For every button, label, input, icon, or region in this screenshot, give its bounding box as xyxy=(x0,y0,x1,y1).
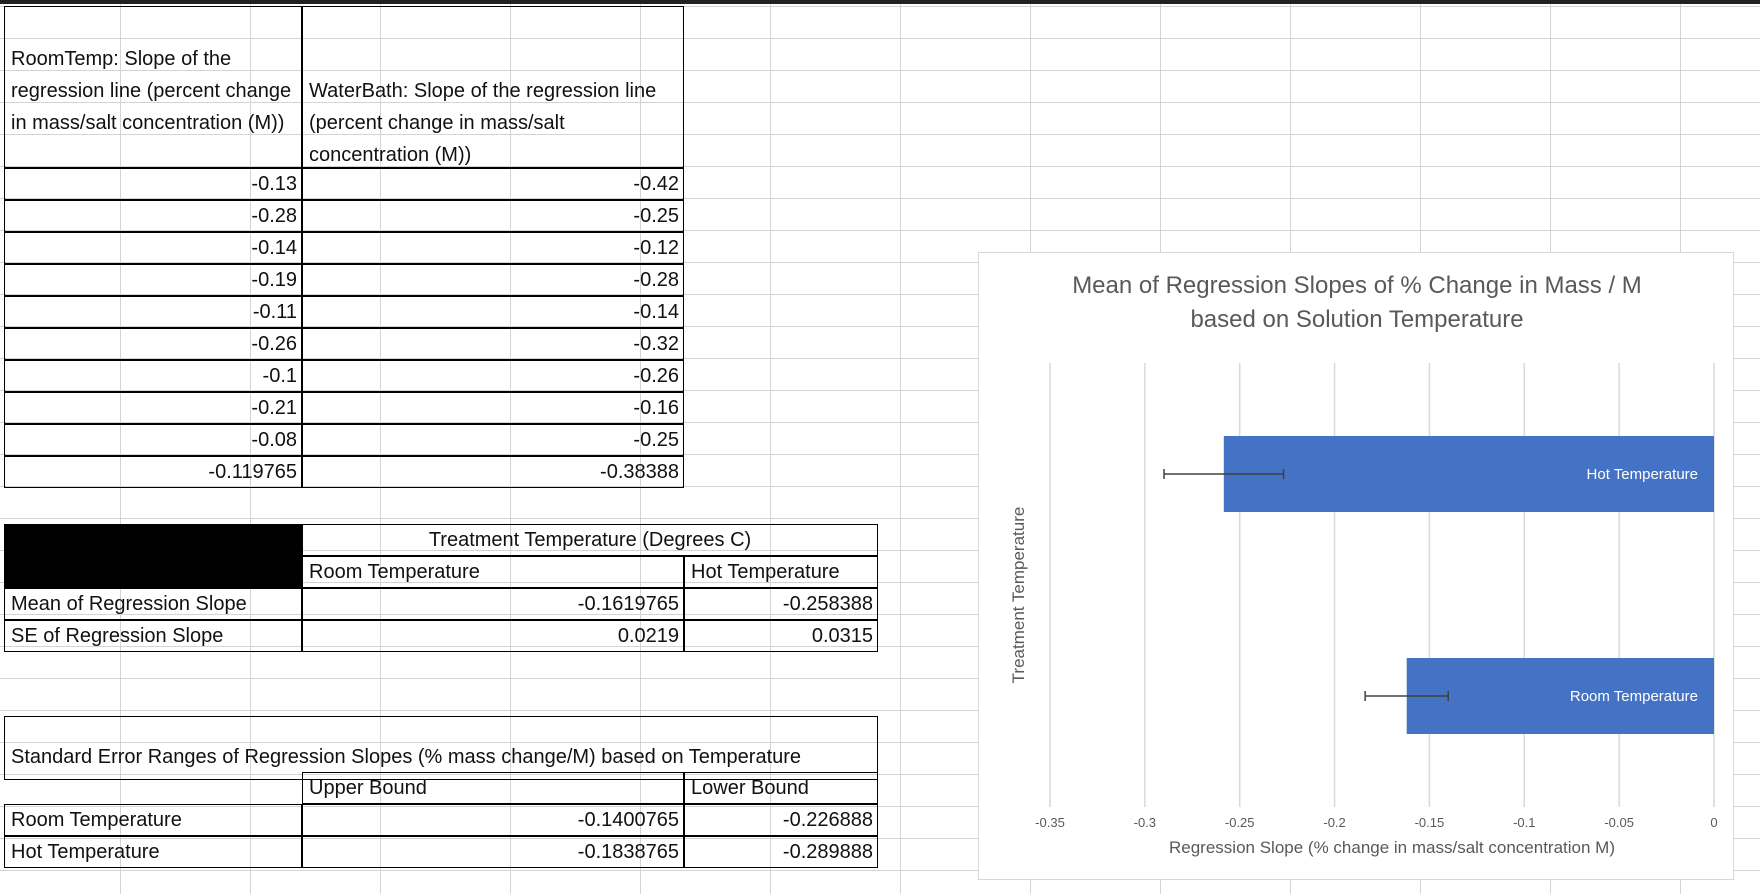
waterbath-value-cell[interactable]: -0.16 xyxy=(302,392,684,424)
mean-row-label[interactable]: Mean of Regression Slope xyxy=(4,588,302,620)
lower-bound-header[interactable]: Lower Bound xyxy=(684,772,878,804)
waterbath-value-cell[interactable]: -0.42 xyxy=(302,168,684,200)
roomtemp-value-cell[interactable]: -0.11 xyxy=(4,296,302,328)
se-range-title[interactable]: Standard Error Ranges of Regression Slop… xyxy=(4,716,878,780)
waterbath-value-cell[interactable]: -0.32 xyxy=(302,328,684,360)
bar-data-label: Room Temperature xyxy=(1570,688,1698,705)
waterbath-value-cell[interactable]: -0.26 xyxy=(302,360,684,392)
hot-lower-value[interactable]: -0.289888 xyxy=(684,836,878,868)
treatment-temperature-header[interactable]: Treatment Temperature (Degrees C) xyxy=(302,524,878,556)
waterbath-value-cell[interactable]: -0.25 xyxy=(302,424,684,456)
room-temperature-column-header[interactable]: Room Temperature xyxy=(302,556,684,588)
hot-temperature-row-label[interactable]: Hot Temperature xyxy=(4,836,302,868)
x-tick-label: 0 xyxy=(1710,815,1717,830)
roomtemp-value-cell[interactable]: -0.1 xyxy=(4,360,302,392)
waterbath-value-cell[interactable]: -0.28 xyxy=(302,264,684,296)
mean-hot-value[interactable]: -0.258388 xyxy=(684,588,878,620)
roomtemp-value-cell[interactable]: -0.19 xyxy=(4,264,302,296)
hot-upper-value[interactable]: -0.1838765 xyxy=(302,836,684,868)
x-tick-label: -0.25 xyxy=(1225,815,1255,830)
x-tick-label: -0.3 xyxy=(1134,815,1156,830)
waterbath-value-cell[interactable]: -0.25 xyxy=(302,200,684,232)
roomtemp-value-cell[interactable]: -0.13 xyxy=(4,168,302,200)
bar-hot-temperature xyxy=(1223,436,1714,512)
waterbath-slope-header[interactable]: WaterBath: Slope of the regression line … xyxy=(302,6,684,168)
roomtemp-value-cell[interactable]: -0.21 xyxy=(4,392,302,424)
se-hot-value[interactable]: 0.0315 xyxy=(684,620,878,652)
bar-room-temperature xyxy=(1406,658,1714,734)
hot-temperature-column-header[interactable]: Hot Temperature xyxy=(684,556,878,588)
upper-bound-header[interactable]: Upper Bound xyxy=(302,772,684,804)
window-top-border xyxy=(0,0,1760,4)
x-tick-label: -0.1 xyxy=(1513,815,1535,830)
y-axis-title: Treatment Temperature xyxy=(1009,507,1028,684)
waterbath-value-cell[interactable]: -0.14 xyxy=(302,296,684,328)
mean-room-value[interactable]: -0.1619765 xyxy=(302,588,684,620)
roomtemp-value-cell[interactable]: -0.14 xyxy=(4,232,302,264)
se-row-label[interactable]: SE of Regression Slope xyxy=(4,620,302,652)
x-axis-title: Regression Slope (% change in mass/salt … xyxy=(1169,838,1615,857)
roomtemp-value-cell[interactable]: -0.119765 xyxy=(4,456,302,488)
roomtemp-value-cell[interactable]: -0.26 xyxy=(4,328,302,360)
chart-title-line2: based on Solution Temperature xyxy=(1190,306,1523,333)
bar-data-label: Hot Temperature xyxy=(1587,466,1698,483)
x-tick-label: -0.15 xyxy=(1415,815,1445,830)
regression-slope-chart[interactable]: Mean of Regression Slopes of % Change in… xyxy=(978,252,1734,880)
x-tick-label: -0.2 xyxy=(1323,815,1345,830)
room-temperature-row-label[interactable]: Room Temperature xyxy=(4,804,302,836)
se-room-value[interactable]: 0.0219 xyxy=(302,620,684,652)
waterbath-value-cell[interactable]: -0.12 xyxy=(302,232,684,264)
x-tick-label: -0.05 xyxy=(1604,815,1634,830)
waterbath-value-cell[interactable]: -0.38388 xyxy=(302,456,684,488)
roomtemp-slope-header[interactable]: RoomTemp: Slope of the regression line (… xyxy=(4,6,302,168)
room-lower-value[interactable]: -0.226888 xyxy=(684,804,878,836)
roomtemp-value-cell[interactable]: -0.28 xyxy=(4,200,302,232)
roomtemp-value-cell[interactable]: -0.08 xyxy=(4,424,302,456)
chart-title-line1: Mean of Regression Slopes of % Change in… xyxy=(1072,272,1642,299)
blank-header-cell xyxy=(4,524,302,588)
chart-canvas: Mean of Regression Slopes of % Change in… xyxy=(1009,272,1718,857)
room-upper-value[interactable]: -0.1400765 xyxy=(302,804,684,836)
x-tick-label: -0.35 xyxy=(1035,815,1065,830)
